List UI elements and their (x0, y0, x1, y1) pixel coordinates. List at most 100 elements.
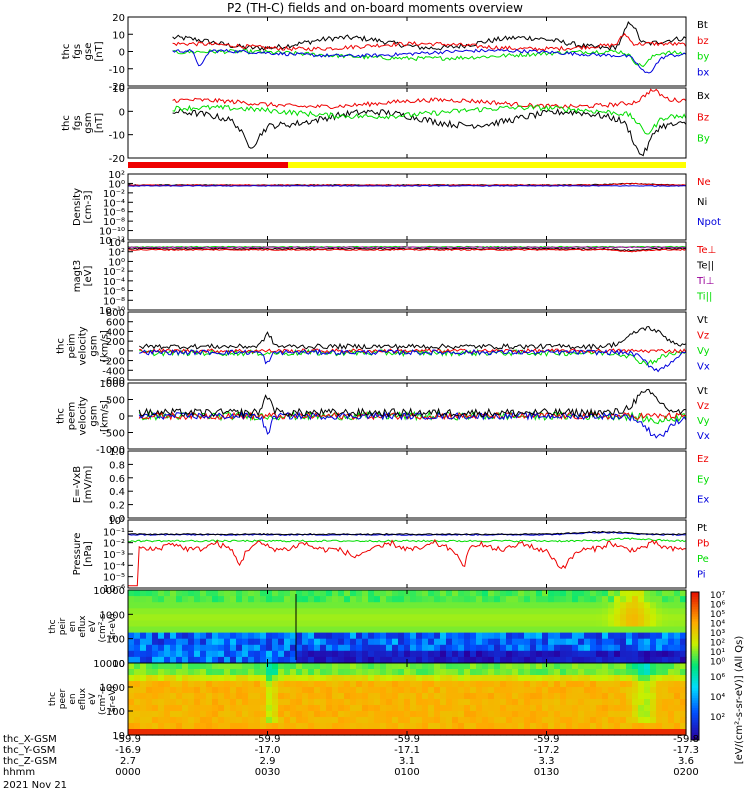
y-tick-label: 10 (112, 731, 125, 742)
spec-cell (416, 693, 423, 700)
y-tick-label: 10⁻⁸ (103, 217, 125, 228)
spec-cell (254, 626, 261, 634)
spec-cell (494, 614, 501, 621)
spec-cell (662, 644, 669, 652)
spec-cell (176, 729, 183, 736)
spec-cell (464, 602, 471, 609)
spec-cell (146, 638, 153, 646)
spec-cell (392, 717, 399, 724)
spec-cell (182, 644, 189, 652)
spec-cell (224, 687, 231, 694)
spec-cell (542, 663, 549, 670)
spec-cell (548, 638, 555, 646)
spec-cell (284, 608, 291, 615)
spec-cell (674, 681, 681, 688)
spec-cell (434, 729, 441, 736)
spec-cell (584, 596, 591, 603)
spec-cell (152, 711, 159, 718)
spec-cell (326, 596, 333, 603)
spec-cell (548, 590, 555, 597)
spec-cell (566, 681, 573, 688)
spec-cell (590, 705, 597, 712)
spec-cell (296, 693, 303, 700)
spec-cell (146, 590, 153, 597)
spec-cell (632, 717, 639, 724)
spec-cell (242, 699, 249, 706)
spec-cell (614, 608, 621, 615)
spec-cell (566, 626, 573, 634)
spec-cell (380, 687, 387, 694)
spec-cell (680, 638, 687, 646)
spec-cell (176, 669, 183, 676)
spec-cell (152, 693, 159, 700)
spec-cell (668, 656, 675, 664)
spec-cell (320, 614, 327, 621)
spec-cell (266, 620, 273, 628)
spec-cell (512, 699, 519, 706)
spec-cell (536, 626, 543, 634)
spec-cell (668, 644, 675, 652)
spec-cell (392, 723, 399, 730)
spec-cell (410, 602, 417, 609)
spec-cell (188, 608, 195, 615)
spec-cell (476, 711, 483, 718)
spec-cell (638, 669, 645, 676)
spec-cell (680, 620, 687, 628)
y-tick-label: 10⁻² (103, 267, 125, 278)
spec-cell (488, 632, 495, 640)
spec-cell (284, 596, 291, 603)
spec-cell (254, 608, 261, 615)
spec-cell (140, 711, 147, 718)
spec-cell (284, 699, 291, 706)
spec-cell (518, 717, 525, 724)
spec-cell (272, 693, 279, 700)
spec-cell (134, 656, 141, 664)
spec-cell (326, 638, 333, 646)
spec-cell (170, 602, 177, 609)
panel-frame-peim-velocity (127, 311, 687, 381)
spec-cell (536, 656, 543, 664)
spec-cell (140, 638, 147, 646)
spec-cell (518, 723, 525, 730)
spec-cell (320, 675, 327, 682)
spec-cell (164, 669, 171, 676)
spec-cell (422, 596, 429, 603)
spec-cell (182, 705, 189, 712)
spec-cell (212, 717, 219, 724)
spec-cell (620, 675, 627, 682)
spec-cell (362, 723, 369, 730)
spec-cell (278, 620, 285, 628)
spec-cell (446, 705, 453, 712)
spec-cell (152, 614, 159, 621)
spec-cell (326, 681, 333, 688)
spec-cell (674, 602, 681, 609)
spec-cell (494, 687, 501, 694)
spec-cell (440, 596, 447, 603)
spec-cell (440, 669, 447, 676)
spec-cell (632, 656, 639, 664)
spec-cell (620, 669, 627, 676)
spec-cell (452, 687, 459, 694)
spec-cell (572, 711, 579, 718)
y-tick-label: 1000 (100, 683, 125, 694)
spec-cell (440, 711, 447, 718)
legend-peem-velocity-0: Vt (697, 386, 708, 397)
spec-cell (452, 723, 459, 730)
spec-cell (224, 590, 231, 597)
spec-cell (620, 650, 627, 658)
spec-cell (458, 656, 465, 664)
spec-cell (266, 644, 273, 652)
y-axis-label-line: [nPa] (83, 541, 94, 567)
spec-cell (644, 596, 651, 603)
spec-cell (212, 614, 219, 621)
spec-cell (206, 602, 213, 609)
spec-cell (476, 620, 483, 628)
spec-cell (476, 608, 483, 615)
xaxis-row-value: 2.7 (120, 756, 136, 767)
spec-cell (512, 626, 519, 634)
spec-cell (398, 650, 405, 658)
spec-cell (518, 669, 525, 676)
spec-cell (452, 711, 459, 718)
xaxis-row-value: -17.0 (255, 745, 281, 756)
spec-cell (236, 675, 243, 682)
